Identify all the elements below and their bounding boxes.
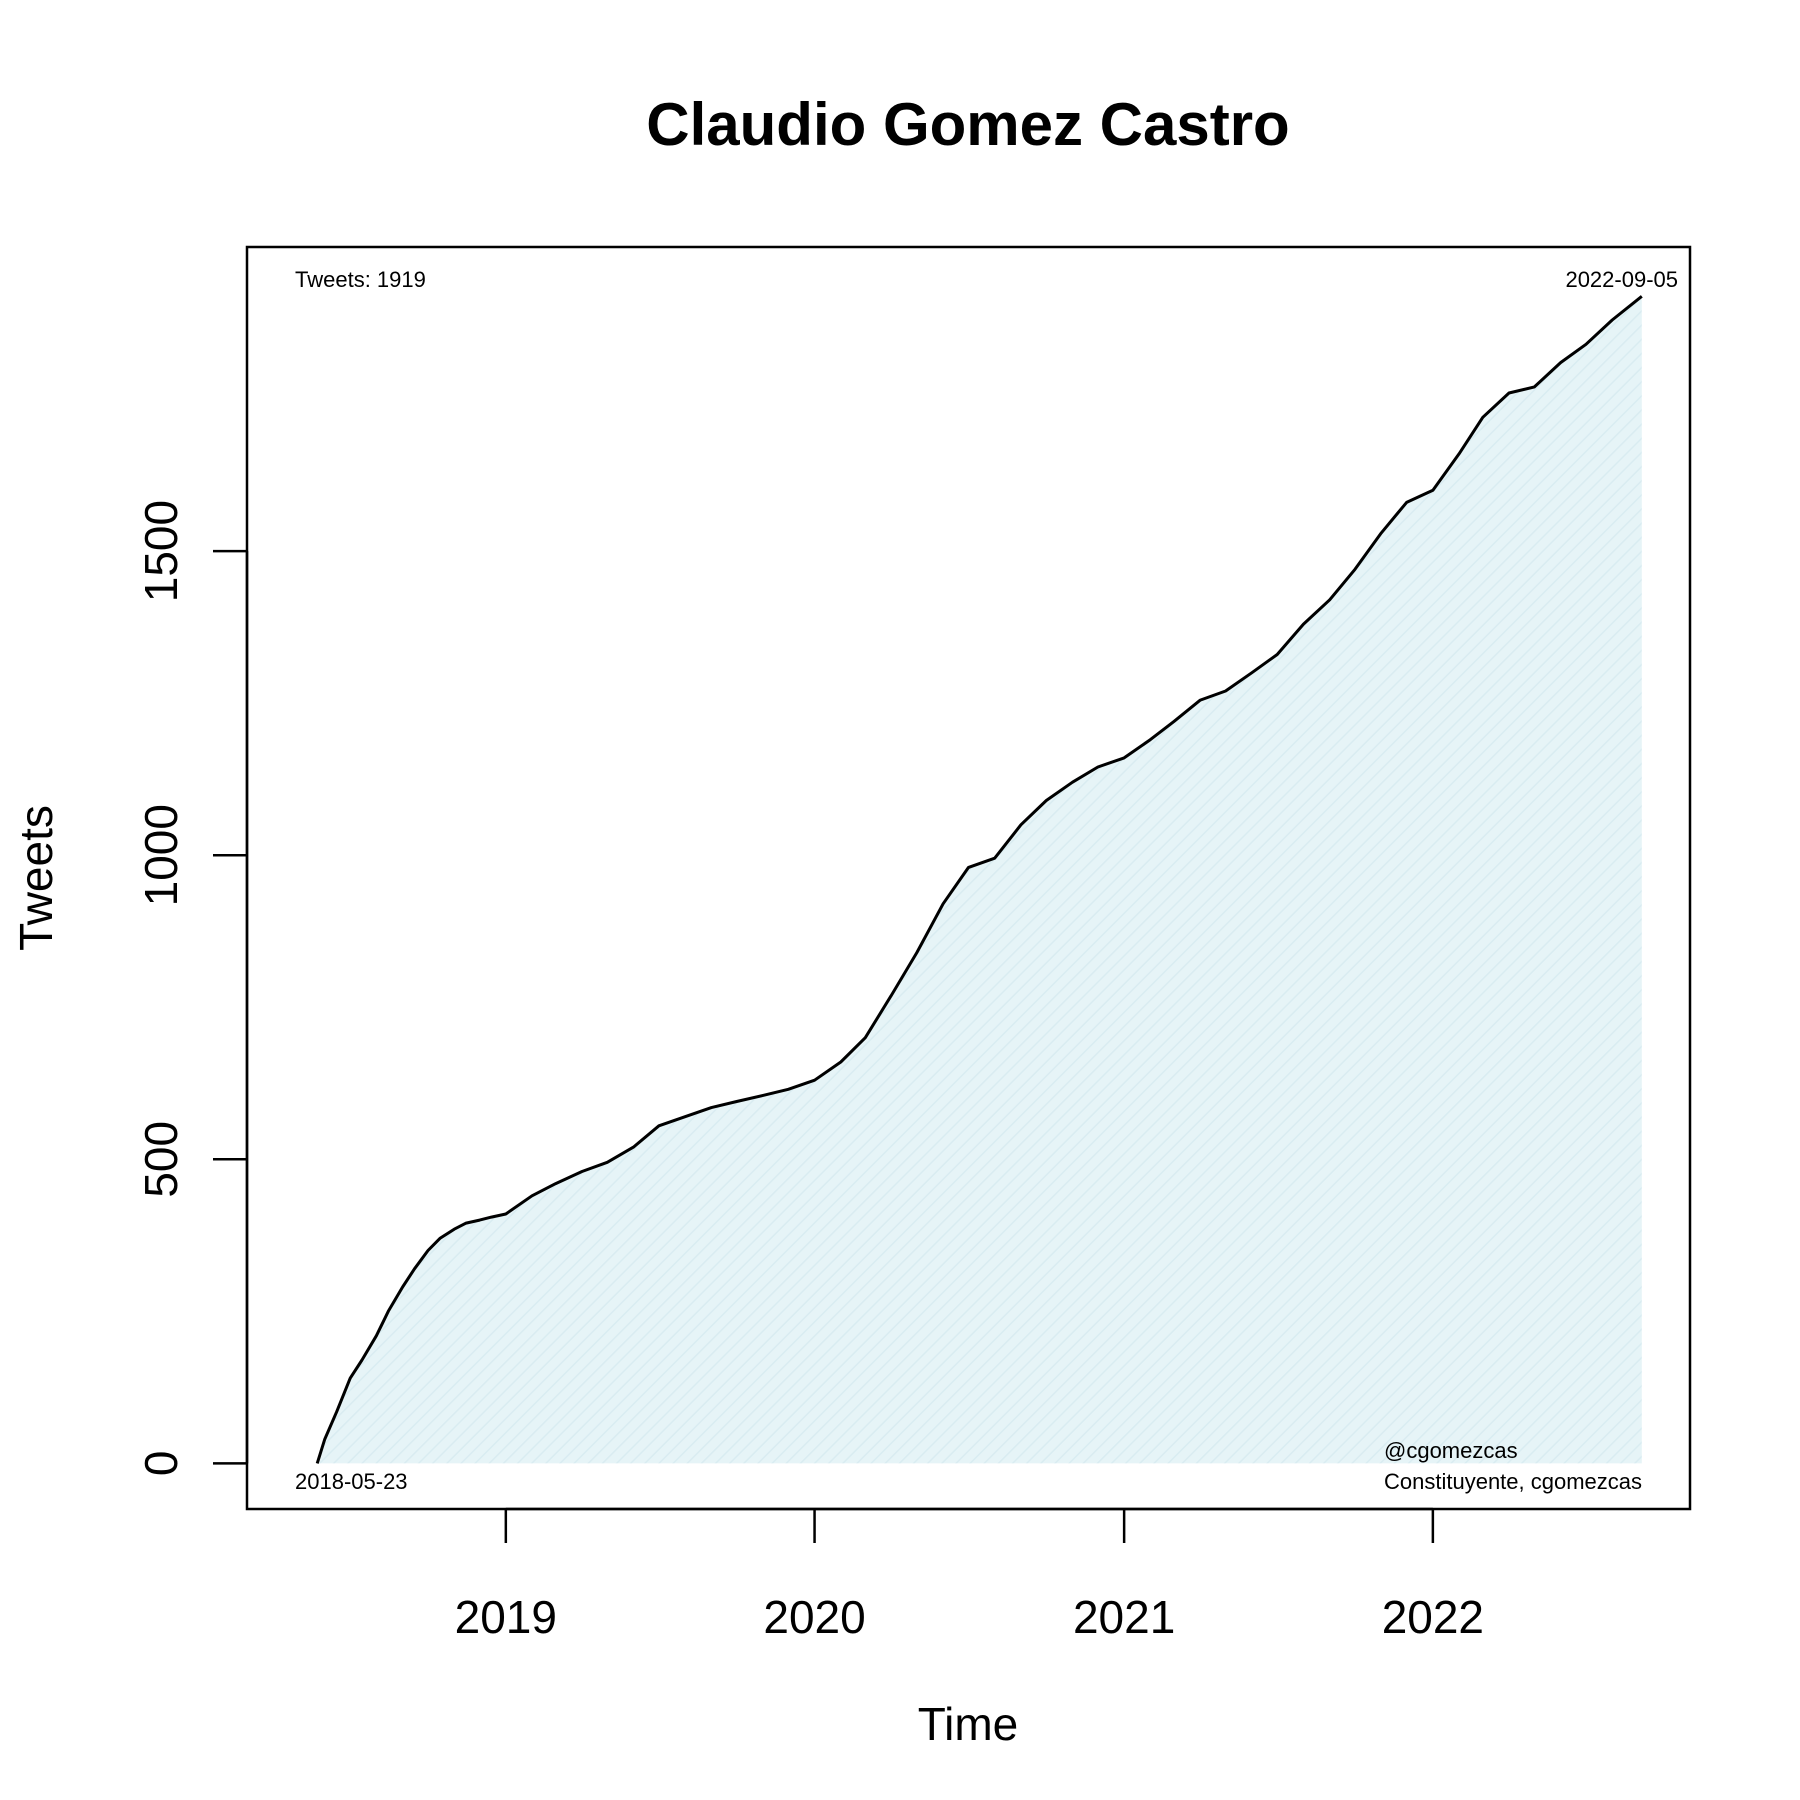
x-tick-label: 2019 <box>455 1591 557 1643</box>
x-tick-label: 2022 <box>1382 1591 1484 1643</box>
tweets-count-label: Tweets: 1919 <box>295 267 426 292</box>
x-tick-label: 2020 <box>763 1591 865 1643</box>
x-axis-title: Time <box>918 1698 1019 1750</box>
y-axis: 0 500 1000 1500 <box>135 500 249 1477</box>
end-date-label: 2022-09-05 <box>1565 267 1678 292</box>
y-tick-label: 0 <box>135 1451 187 1477</box>
x-axis: 2019 2020 2021 2022 <box>455 1507 1484 1643</box>
chart-title: Claudio Gomez Castro <box>646 91 1289 158</box>
description-label: Constituyente, cgomezcas <box>1384 1469 1642 1494</box>
y-axis-title: Tweets <box>10 805 62 951</box>
y-tick-label: 1500 <box>135 500 187 602</box>
plot-area <box>315 295 1643 1464</box>
y-tick-label: 500 <box>135 1121 187 1198</box>
x-tick-label: 2021 <box>1073 1591 1175 1643</box>
series-line <box>315 295 1643 1464</box>
handle-label: @cgomezcas <box>1384 1438 1518 1463</box>
series-area-fill <box>317 296 1642 1464</box>
y-tick-label: 1000 <box>135 804 187 906</box>
start-date-label: 2018-05-23 <box>295 1469 408 1494</box>
